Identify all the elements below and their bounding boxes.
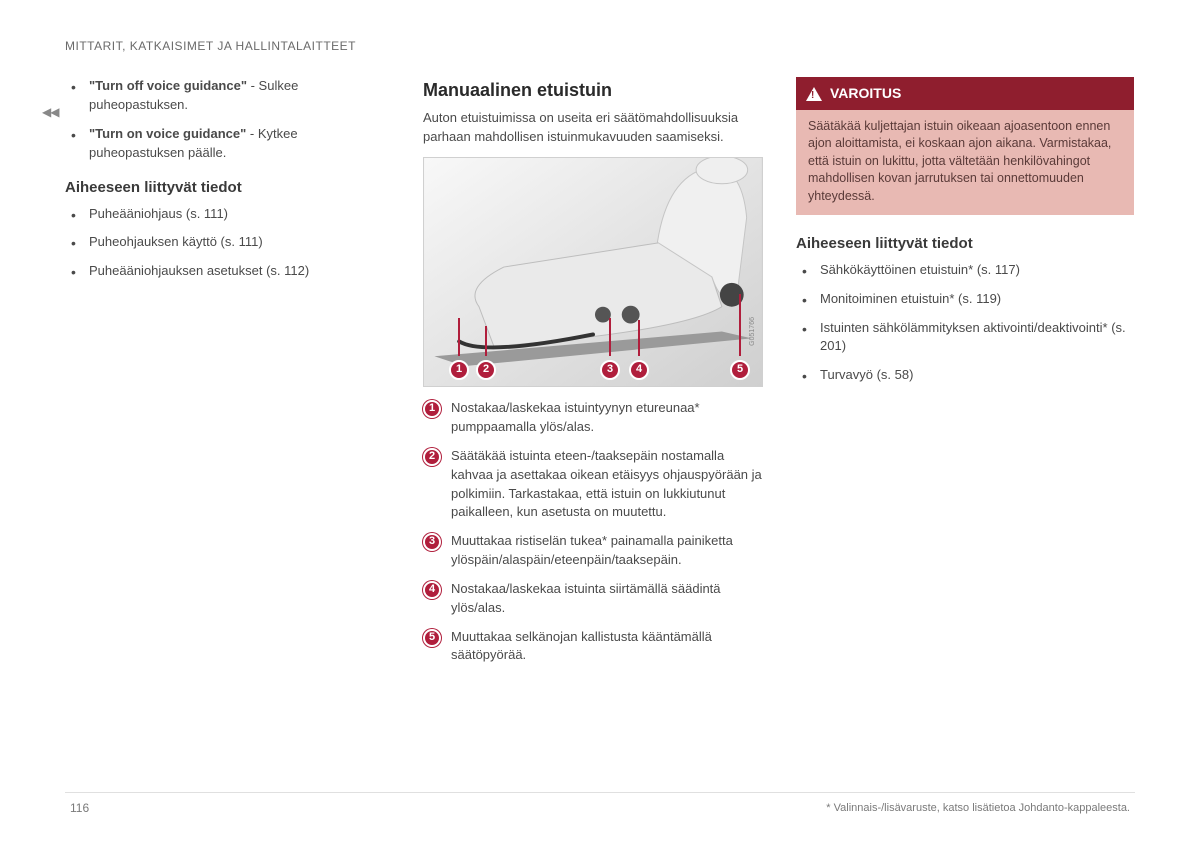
step-badge: 1 — [423, 400, 441, 418]
callout-line — [458, 318, 460, 356]
step-badge: 5 — [423, 629, 441, 647]
warning-header: VAROITUS — [796, 77, 1134, 109]
list-item: Puheohjauksen käyttö (s. 111) — [65, 233, 395, 252]
page-number: 116 — [70, 800, 89, 817]
list-item: Puheääniohjaus (s. 111) — [65, 205, 395, 224]
list-item: Sähkökäyttöinen etuistuin* (s. 117) — [796, 261, 1134, 280]
callout-row — [424, 348, 762, 378]
chapter-header: MITTARIT, KATKAISIMET JA HALLINTALAITTEE… — [65, 38, 1135, 55]
step-text: Nostakaa/laskekaa istuintyynyn etureunaa… — [451, 400, 700, 434]
step-text: Muuttakaa ristiselän tukea* painamalla p… — [451, 533, 733, 567]
list-item: "Turn off voice guidance" - Sulkee puheo… — [65, 77, 395, 115]
callout-line — [485, 326, 487, 356]
command-label: "Turn on voice guidance" — [89, 126, 246, 141]
seat-figure: G051766 12345 — [423, 157, 763, 387]
warning-icon — [806, 87, 822, 101]
step-item: 4 Nostakaa/laskekaa istuinta siirtämällä … — [423, 580, 768, 618]
continuation-marker: ◀◀ — [42, 104, 58, 121]
seat-steps: 1 Nostakaa/laskekaa istuintyynyn etureuna… — [423, 399, 768, 665]
step-item: 5 Muuttakaa selkänojan kallistusta kääntä… — [423, 628, 768, 666]
command-label: "Turn off voice guidance" — [89, 78, 247, 93]
section-intro: Auton etuistuimissa on useita eri säätöm… — [423, 109, 768, 147]
related-info-heading: Aiheeseen liittyvät tiedot — [796, 233, 1134, 255]
related-info-heading: Aiheeseen liittyvät tiedot — [65, 177, 395, 199]
related-links-right: Sähkökäyttöinen etuistuin* (s. 117) Moni… — [796, 261, 1134, 385]
column-middle: Manuaalinen etuistuin Auton etuistuimiss… — [423, 77, 768, 675]
list-item: Istuinten sähkölämmityksen aktivointi/de… — [796, 319, 1134, 357]
step-text: Nostakaa/laskekaa istuinta siirtämällä s… — [451, 581, 721, 615]
callout-line — [638, 320, 640, 356]
step-item: 2 Säätäkää istuinta eteen-/taaksepäin nos… — [423, 447, 768, 522]
list-item: Puheääniohjauksen asetukset (s. 112) — [65, 262, 395, 281]
step-item: 3 Muuttakaa ristiselän tukea* painamalla … — [423, 532, 768, 570]
step-badge: 2 — [423, 448, 441, 466]
voice-guidance-list: "Turn off voice guidance" - Sulkee puheo… — [65, 77, 395, 162]
section-title: Manuaalinen etuistuin — [423, 77, 768, 103]
related-links-left: Puheääniohjaus (s. 111) Puheohjauksen kä… — [65, 205, 395, 282]
step-badge: 3 — [423, 533, 441, 551]
step-badge: 4 — [423, 581, 441, 599]
step-item: 1 Nostakaa/laskekaa istuintyynyn etureuna… — [423, 399, 768, 437]
warning-box: VAROITUS Säätäkää kuljettajan istuin oik… — [796, 77, 1134, 215]
callout-line — [609, 318, 611, 356]
image-code: G051766 — [748, 317, 758, 346]
column-right: VAROITUS Säätäkää kuljettajan istuin oik… — [796, 77, 1134, 675]
warning-body: Säätäkää kuljettajan istuin oikeaan ajoa… — [796, 110, 1134, 216]
callout-line — [739, 294, 741, 356]
footer-rule — [65, 792, 1135, 793]
warning-label: VAROITUS — [830, 83, 901, 103]
content-columns: "Turn off voice guidance" - Sulkee puheo… — [65, 77, 1135, 675]
list-item: Monitoiminen etuistuin* (s. 119) — [796, 290, 1134, 309]
footnote: * Valinnais-/lisävaruste, katso lisätiet… — [826, 801, 1130, 817]
step-text: Muuttakaa selkänojan kallistusta kääntäm… — [451, 629, 712, 663]
list-item: "Turn on voice guidance" - Kytkee puheop… — [65, 125, 395, 163]
step-text: Säätäkää istuinta eteen-/taaksepäin nost… — [451, 448, 762, 520]
column-left: "Turn off voice guidance" - Sulkee puheo… — [65, 77, 395, 675]
list-item: Turvavyö (s. 58) — [796, 366, 1134, 385]
